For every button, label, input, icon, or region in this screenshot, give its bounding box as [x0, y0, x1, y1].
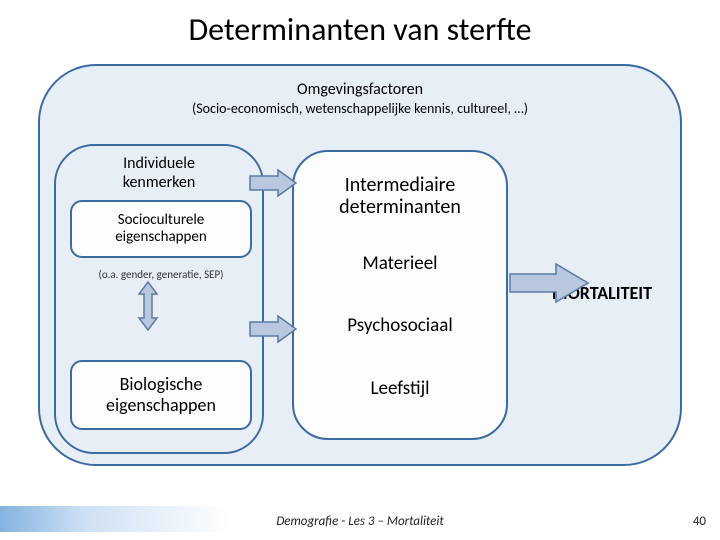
- intermediate-container: Intermediaire determinanten Materieel Ps…: [292, 150, 508, 440]
- environment-subheading: (Socio-economisch, wetenschappelijke ken…: [40, 100, 680, 118]
- page-number: 40: [693, 514, 706, 529]
- biological-box: Biologische eigenschappen: [70, 360, 252, 430]
- environment-container: Omgevingsfactoren (Socio-economisch, wet…: [38, 64, 682, 466]
- arrow-bio-to-mid: [250, 316, 296, 342]
- intermediate-item-1: Psychosociaal: [294, 314, 506, 337]
- arrow-soc-to-mid: [250, 170, 296, 196]
- arrow-soc-bio-updown: [139, 282, 157, 330]
- arrow-mid-to-outcome: [510, 264, 588, 302]
- individual-heading: Individuele kenmerken: [56, 154, 262, 192]
- environment-label: Omgevingsfactoren (Socio-economisch, wet…: [40, 80, 680, 118]
- sociocultural-note: (o.a. gender, generatie, SEP): [70, 268, 252, 281]
- sociocultural-box: Socioculturele eigenschappen: [70, 200, 252, 258]
- intermediate-item-0: Materieel: [294, 252, 506, 275]
- intermediate-heading: Intermediaire determinanten: [294, 174, 506, 218]
- slide: Determinanten van sterfte Omgevingsfacto…: [0, 0, 720, 540]
- footer-text: Demografie - Les 3 – Mortaliteit: [0, 514, 720, 529]
- individual-container: Individuele kenmerken Socioculturele eig…: [54, 144, 264, 454]
- intermediate-item-2: Leefstijl: [294, 377, 506, 400]
- slide-title: Determinanten van sterfte: [0, 10, 720, 49]
- environment-heading: Omgevingsfactoren: [40, 80, 680, 100]
